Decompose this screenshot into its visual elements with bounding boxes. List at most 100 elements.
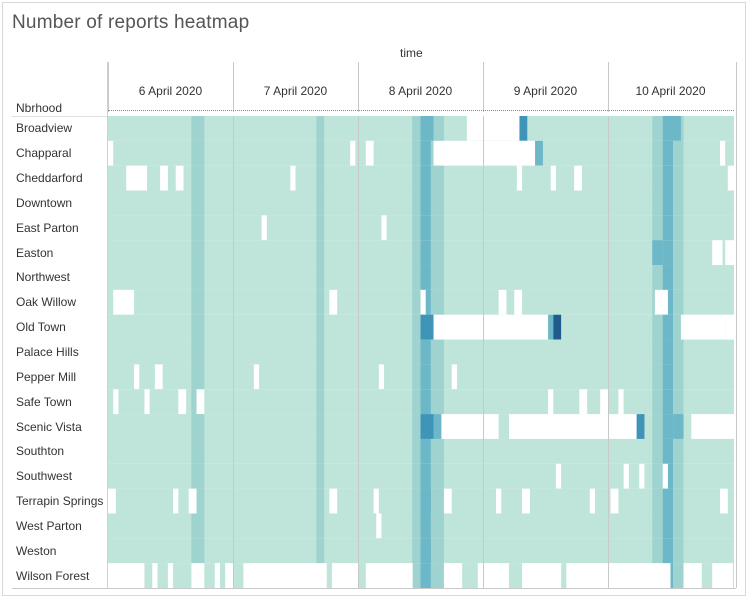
date-separator [358,62,359,112]
heatmap-cell [430,289,444,315]
heatmap-cell [662,414,674,439]
heatmap-cell [412,364,421,390]
row-label: Easton [16,245,54,260]
heatmap-cell [430,190,444,216]
heatmap-cell [412,339,421,365]
heatmap-cell-empty [329,289,338,315]
heatmap-cell [191,140,205,166]
heatmap-cell-empty [654,289,668,315]
heatmap-cell-empty [113,289,135,315]
day-gridline [483,116,484,588]
header-divider [108,110,734,111]
heatmap-cell [316,463,325,489]
heatmap-cell-empty [175,165,184,191]
heatmap-cell-empty [381,215,387,241]
heatmap-cell [316,438,325,464]
heatmap-cell-empty [610,488,619,514]
heatmap-cell-empty [712,563,733,588]
heatmap-cell [412,488,421,514]
heatmap-cell [662,215,674,241]
heatmap-cell [412,563,421,588]
heatmap-cell-empty [196,389,205,415]
row-label: Oak Willow [16,295,77,310]
heatmap-cell-empty [253,364,260,390]
row-label: Chapparal [16,146,72,161]
heatmap-cell-empty [725,240,734,266]
heatmap-cell [412,116,421,141]
heatmap-cell [636,414,645,439]
heatmap-cell-empty [555,463,562,489]
heatmap-cell-empty [522,488,530,514]
heatmap-cell [673,563,684,588]
heatmap-cell-empty [550,165,556,191]
heatmap-cell [316,190,325,216]
heatmap-cell-empty [639,463,645,489]
heatmap-cell-empty [154,364,163,390]
heatmap-cell-empty [173,488,179,514]
date-separator [483,62,484,112]
heatmap-cell-empty [514,289,523,315]
heatmap-cell-empty [144,389,150,415]
heatmap-cell-empty [443,563,463,588]
row-label: Southton [16,444,65,459]
heatmap-cell [673,513,684,539]
heatmap-cell [548,314,554,340]
heatmap-cell [652,314,663,340]
heatmap-cell [662,240,674,266]
heatmap-cell-empty [725,314,734,340]
row-label-top-divider [12,116,107,117]
heatmap-cell [420,165,431,191]
date-column-label: 7 April 2020 [263,84,328,98]
heatmap-cell-empty [566,563,671,588]
heatmap-cell [191,339,205,365]
heatmap-cell [316,314,325,340]
scrollbar-track[interactable] [736,62,737,588]
heatmap-cell [673,438,684,464]
heatmap-cell [420,389,431,415]
heatmap-cell [316,215,325,241]
heatmap-cell [673,538,684,564]
heatmap-cell-empty [441,414,499,439]
date-separator [608,62,609,112]
heatmap-cell-empty [378,364,385,390]
heatmap-cell [430,563,444,588]
row-label: Weston [16,543,57,558]
heatmap-cell [191,190,205,216]
heatmap-cell-empty [574,165,582,191]
heatmap-cell [662,190,674,216]
heatmap-cell [673,289,684,315]
heatmap-cell-empty [420,289,426,315]
heatmap-cell [662,265,674,290]
heatmap-cell [191,289,205,315]
heatmap-cell-empty [152,563,158,588]
heatmap-cell [652,438,663,464]
heatmap-cell-empty [376,513,382,539]
heatmap-cell [652,190,663,216]
heatmap-cell [191,165,205,191]
heatmap-cell [412,265,421,290]
heatmap-cell [412,240,421,266]
heatmap-cell-empty [466,116,520,141]
heatmap-cell [553,314,562,340]
heatmap-cell [652,116,663,141]
heatmap-cell [412,190,421,216]
date-header: 6 April 2020 7 April 2020 8 April 2020 9 Ap… [108,62,734,112]
heatmap-cell [420,364,431,390]
heatmap-cell-empty [727,165,734,191]
heatmap-cell [420,488,431,514]
heatmap-cell [430,389,444,415]
heatmap-cell [412,414,421,439]
heatmap-cell-empty [680,314,726,340]
heatmap-cell-empty [662,463,668,489]
heatmap-cell-empty [433,314,549,340]
heatmap-cell-empty [350,140,356,166]
heatmap-cell [316,389,325,415]
heatmap-cell-empty [178,389,187,415]
date-column-label: 9 April 2020 [513,84,578,98]
heatmap-cell-empty [522,563,562,588]
heatmap-cell [420,339,431,365]
row-label: Broadview [16,121,73,136]
heatmap-cell-empty [719,140,726,166]
heatmap-cell [412,289,421,315]
heatmap-cell [652,265,663,290]
